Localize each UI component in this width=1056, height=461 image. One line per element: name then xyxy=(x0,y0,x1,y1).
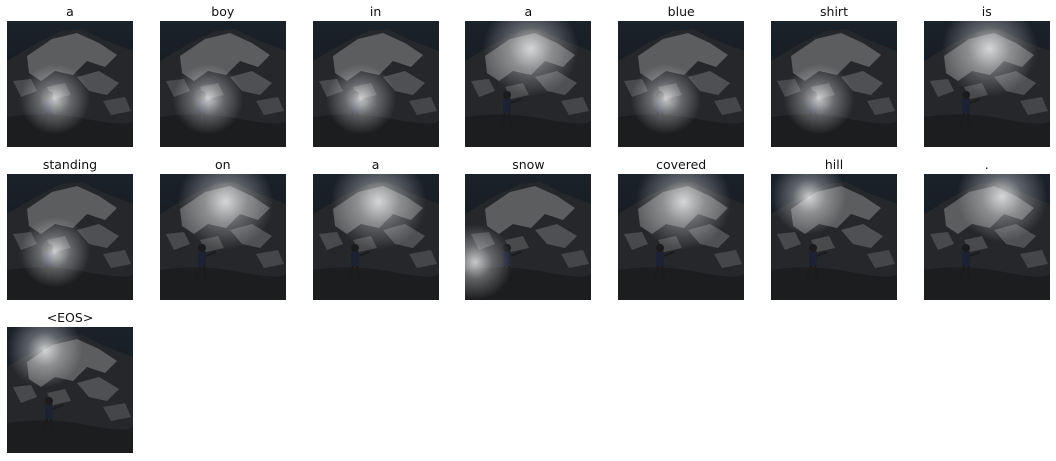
attention-frame xyxy=(7,21,133,147)
caption-word: blue xyxy=(667,4,695,19)
caption-word: a xyxy=(524,4,533,19)
attention-image xyxy=(923,174,1050,300)
attention-cell: shirt xyxy=(771,5,897,147)
attention-cell: a xyxy=(7,5,133,147)
caption-word: is xyxy=(981,4,992,19)
caption-word: in xyxy=(369,4,382,19)
attention-image xyxy=(771,174,897,300)
caption-word: covered xyxy=(656,157,707,172)
attention-image xyxy=(465,21,592,147)
attention-frame xyxy=(312,174,439,300)
attention-frame xyxy=(923,174,1050,300)
attention-frame xyxy=(159,174,286,300)
attention-image xyxy=(159,21,286,147)
attention-image xyxy=(159,174,286,300)
caption-word: a xyxy=(66,4,74,19)
attention-image xyxy=(312,21,439,147)
caption-word: snow xyxy=(512,157,545,172)
attention-cell: . xyxy=(923,157,1050,300)
attention-frame xyxy=(7,174,133,300)
caption-word: a xyxy=(371,157,380,172)
caption-word: <EOS> xyxy=(46,310,94,325)
caption-word: standing xyxy=(42,157,98,172)
attention-image xyxy=(312,174,439,300)
attention-image xyxy=(771,21,897,147)
caption-word: hill xyxy=(824,157,844,172)
attention-cell: blue xyxy=(618,4,745,147)
attention-cell: boy xyxy=(159,4,286,147)
attention-image xyxy=(7,21,133,147)
caption-word: boy xyxy=(211,4,235,19)
attention-image xyxy=(923,21,1050,147)
attention-cell: <EOS> xyxy=(7,311,133,453)
attention-cell: is xyxy=(923,4,1050,147)
attention-cell: hill xyxy=(771,158,897,300)
attention-frame xyxy=(771,174,897,300)
attention-image xyxy=(618,21,745,147)
caption-word: . xyxy=(984,157,989,172)
attention-frame xyxy=(159,21,286,147)
attention-image xyxy=(7,327,133,453)
caption-word: shirt xyxy=(820,4,848,19)
attention-frame xyxy=(7,327,133,453)
attention-frame xyxy=(312,21,439,147)
attention-cell: in xyxy=(312,4,439,147)
attention-cell: standing xyxy=(7,158,133,300)
attention-cell: covered xyxy=(618,157,745,300)
attention-frame xyxy=(465,174,592,300)
caption-word: on xyxy=(215,157,231,172)
attention-frame xyxy=(618,174,745,300)
attention-cell: a xyxy=(312,157,439,300)
attention-cell: on xyxy=(159,157,286,300)
attention-frame xyxy=(618,21,745,147)
attention-frame xyxy=(771,21,897,147)
attention-image xyxy=(618,174,745,300)
attention-image xyxy=(7,174,133,300)
attention-image xyxy=(465,174,592,300)
attention-frame xyxy=(465,21,592,147)
attention-frame xyxy=(923,21,1050,147)
attention-cell: a xyxy=(465,4,592,147)
attention-cell: snow xyxy=(465,157,592,300)
